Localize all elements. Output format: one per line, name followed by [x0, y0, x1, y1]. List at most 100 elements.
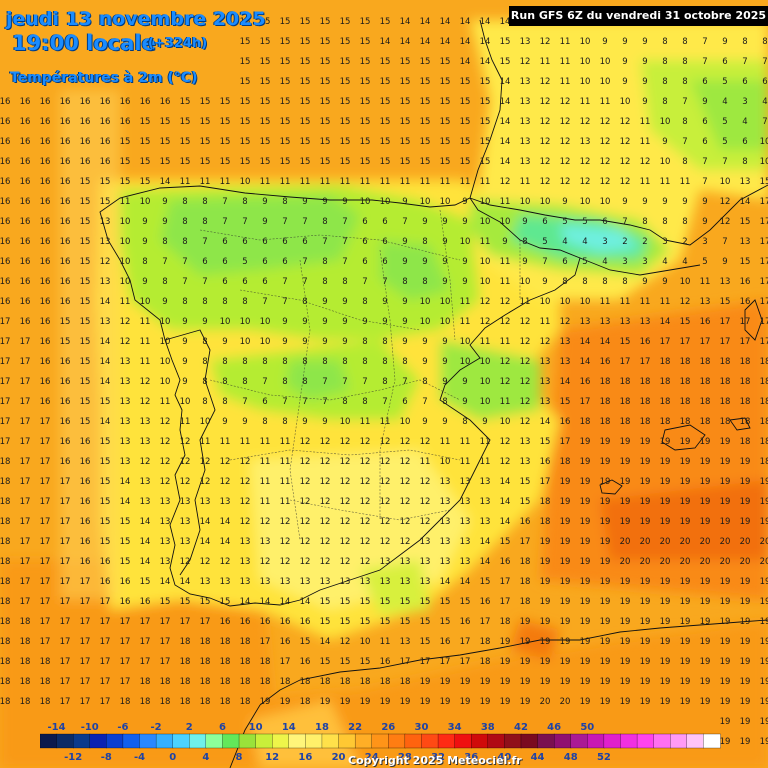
- grid-value: 8: [282, 197, 287, 207]
- legend-bottom-label: 44: [531, 752, 545, 763]
- grid-value: 18: [20, 697, 31, 707]
- grid-value: 15: [180, 117, 191, 127]
- grid-value: 6: [282, 237, 287, 247]
- grid-value: 16: [0, 257, 10, 267]
- grid-value: 17: [40, 617, 51, 627]
- grid-value: 19: [480, 697, 491, 707]
- grid-value: 19: [760, 617, 768, 627]
- grid-value: 9: [342, 197, 347, 207]
- grid-value: 15: [100, 497, 111, 507]
- grid-value: 15: [460, 97, 471, 107]
- grid-value: 15: [360, 97, 371, 107]
- grid-value: 16: [60, 417, 71, 427]
- grid-value: 10: [220, 317, 231, 327]
- grid-value: 8: [562, 277, 567, 287]
- grid-value: 6: [362, 217, 367, 227]
- grid-value: 10: [420, 197, 431, 207]
- grid-value: 19: [280, 697, 291, 707]
- grid-value: 9: [182, 377, 187, 387]
- grid-value: 19: [740, 657, 751, 667]
- grid-value: 18: [740, 357, 751, 367]
- grid-value: 7: [382, 277, 387, 287]
- grid-value: 13: [460, 477, 471, 487]
- grid-value: 15: [500, 57, 511, 67]
- grid-value: 10: [660, 157, 671, 167]
- grid-value: 7: [742, 57, 747, 67]
- grid-value: 14: [460, 577, 471, 587]
- grid-value: 15: [180, 597, 191, 607]
- grid-value: 10: [580, 37, 591, 47]
- grid-value: 12: [360, 557, 371, 567]
- grid-value: 10: [420, 317, 431, 327]
- grid-value: 19: [720, 657, 731, 667]
- grid-value: 17: [40, 457, 51, 467]
- grid-value: 13: [420, 537, 431, 547]
- grid-value: 13: [520, 117, 531, 127]
- grid-value: 15: [200, 97, 211, 107]
- grid-value: 19: [560, 557, 571, 567]
- grid-value: 11: [640, 117, 651, 127]
- grid-value: 8: [182, 197, 187, 207]
- grid-value: 17: [620, 357, 631, 367]
- grid-value: 19: [340, 697, 351, 707]
- run-info: Run GFS 6Z du vendredi 31 octobre 2025: [509, 6, 768, 26]
- legend-bottom-label: -4: [134, 752, 145, 763]
- grid-value: 17: [40, 557, 51, 567]
- grid-value: 16: [0, 177, 10, 187]
- grid-value: 7: [182, 257, 187, 267]
- grid-value: 19: [700, 577, 711, 587]
- grid-value: 12: [300, 517, 311, 527]
- legend-top-label: 42: [514, 722, 528, 733]
- grid-value: 19: [600, 697, 611, 707]
- grid-value: 12: [320, 477, 331, 487]
- grid-value: 17: [80, 657, 91, 667]
- grid-value: 10: [620, 97, 631, 107]
- grid-value: 6: [302, 237, 307, 247]
- grid-value: 7: [282, 297, 287, 307]
- grid-value: 8: [222, 357, 227, 367]
- grid-value: 16: [40, 377, 51, 387]
- grid-value: 17: [40, 517, 51, 527]
- grid-value: 15: [300, 97, 311, 107]
- grid-value: 13: [600, 317, 611, 327]
- grid-value: 19: [760, 717, 768, 727]
- grid-value: 15: [400, 137, 411, 147]
- grid-value: 9: [622, 197, 627, 207]
- grid-value: 12: [500, 317, 511, 327]
- grid-value: 15: [480, 77, 491, 87]
- grid-value: 10: [580, 57, 591, 67]
- grid-value: 15: [200, 137, 211, 147]
- grid-value: 4: [762, 97, 767, 107]
- grid-value: 9: [262, 197, 267, 207]
- grid-value: 7: [322, 377, 327, 387]
- grid-value: 18: [20, 657, 31, 667]
- grid-value: 15: [260, 97, 271, 107]
- grid-value: 10: [200, 417, 211, 427]
- grid-value: 12: [400, 497, 411, 507]
- grid-value: 9: [702, 197, 707, 207]
- grid-value: 8: [422, 277, 427, 287]
- legend-swatch: [553, 733, 572, 749]
- grid-value: 19: [720, 517, 731, 527]
- grid-value: 19: [620, 637, 631, 647]
- grid-value: 13: [220, 497, 231, 507]
- grid-value: 9: [442, 357, 447, 367]
- grid-value: 17: [20, 497, 31, 507]
- grid-value: 16: [60, 137, 71, 147]
- grid-value: 16: [40, 277, 51, 287]
- grid-value: 19: [660, 517, 671, 527]
- grid-value: 18: [720, 397, 731, 407]
- grid-value: 19: [580, 517, 591, 527]
- grid-value: 19: [600, 537, 611, 547]
- grid-value: 18: [0, 637, 10, 647]
- grid-value: 11: [580, 97, 591, 107]
- grid-value: 12: [160, 437, 171, 447]
- grid-value: 13: [460, 557, 471, 567]
- grid-value: 14: [500, 477, 511, 487]
- grid-value: 9: [422, 217, 427, 227]
- grid-value: 17: [760, 277, 768, 287]
- grid-value: 15: [320, 97, 331, 107]
- grid-value: 3: [742, 97, 747, 107]
- temperature-grid-values: 15 15 15 15 15 15 15 15 14 14 14 14 14 14 15 15 15 15 15 15…: [0, 17, 768, 747]
- grid-value: 5: [582, 217, 587, 227]
